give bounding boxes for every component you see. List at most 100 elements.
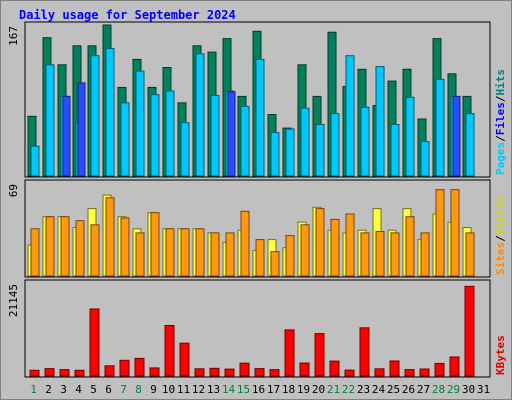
- legend-item-files: Files: [494, 102, 507, 135]
- bar-files-day-13: [210, 95, 220, 177]
- bar-sites-day-15: [240, 210, 250, 277]
- bar-sites-day-25: [390, 232, 400, 277]
- bar-kbytes-day-28: [434, 362, 445, 377]
- bar-sites-day-7: [120, 217, 130, 277]
- panel-legend: Pages/Files/Hits: [494, 69, 507, 175]
- bar-kbytes-day-19: [299, 362, 310, 377]
- bar-kbytes-day-18: [284, 329, 295, 377]
- bar-kbytes-day-5: [89, 308, 100, 377]
- x-tick-label: 26: [402, 383, 415, 396]
- bar-kbytes-day-3: [59, 369, 70, 377]
- chart-panels: 167 Pages/Files/Hits 69 Sites/Visits 21145KB…: [7, 21, 507, 378]
- bar-kbytes-day-1: [29, 369, 40, 377]
- bar-kbytes-day-13: [209, 367, 220, 377]
- bar-sites-day-19: [300, 224, 310, 277]
- legend-item-kbytes: KBytes: [494, 335, 507, 375]
- x-tick-label: 24: [372, 383, 386, 396]
- bar-sites-day-23: [360, 232, 370, 277]
- x-tick-label: 9: [150, 383, 157, 396]
- bar-sites-day-4: [75, 220, 85, 277]
- bar-kbytes-day-6: [104, 365, 115, 377]
- x-tick-label: 2: [45, 383, 52, 396]
- x-tick-label: 6: [105, 383, 112, 396]
- series-kbytes: [29, 285, 475, 377]
- series-files: [30, 48, 475, 177]
- bar-sites-day-24: [375, 231, 385, 277]
- bar-files-day-10: [165, 90, 175, 177]
- panel-legend: KBytes: [494, 335, 507, 375]
- x-tick-label: 21: [327, 383, 340, 396]
- x-tick-label: 7: [120, 383, 127, 396]
- bar-kbytes-day-2: [44, 368, 55, 377]
- x-tick-label: 17: [267, 383, 280, 396]
- bar-sites-day-3: [60, 216, 70, 277]
- bar-sites-day-9: [150, 212, 160, 277]
- bar-sites-day-14: [225, 232, 235, 277]
- legend-item-visits: Visits: [494, 196, 507, 236]
- bar-kbytes-day-27: [419, 368, 430, 377]
- bar-files-day-8: [135, 70, 145, 177]
- series-pages: [62, 82, 461, 177]
- bar-sites-day-1: [30, 228, 40, 277]
- bar-kbytes-day-14: [224, 368, 235, 377]
- x-tick-label: 4: [75, 383, 82, 396]
- bar-pages-day-29: [452, 95, 461, 177]
- bar-kbytes-day-17: [269, 369, 280, 377]
- series-sites: [30, 189, 475, 277]
- bar-sites-day-6: [105, 197, 115, 277]
- bar-kbytes-day-11: [179, 342, 190, 377]
- bar-kbytes-day-8: [134, 357, 145, 377]
- panel-hits-files-pages: 167 Pages/Files/Hits: [7, 21, 507, 178]
- x-tick-label: 31: [477, 383, 490, 396]
- x-tick-label: 20: [312, 383, 325, 396]
- x-tick-label: 16: [252, 383, 265, 396]
- x-tick-label: 30: [462, 383, 475, 396]
- bar-kbytes-day-9: [149, 367, 160, 377]
- bar-kbytes-day-29: [449, 356, 460, 377]
- panel-max-label: 69: [7, 184, 20, 197]
- legend-separator: /: [494, 235, 507, 242]
- bar-kbytes-day-30: [464, 285, 475, 377]
- bar-files-day-18: [285, 128, 295, 177]
- bar-sites-day-27: [420, 232, 430, 277]
- bar-files-day-7: [120, 102, 130, 177]
- bar-pages-day-14: [227, 91, 236, 177]
- x-tick-label: 1: [30, 383, 37, 396]
- bar-sites-day-28: [435, 189, 445, 277]
- x-tick-label: 25: [387, 383, 400, 396]
- bar-files-day-25: [390, 124, 400, 177]
- bar-files-day-2: [45, 64, 55, 177]
- x-tick-label: 23: [357, 383, 370, 396]
- bar-files-day-21: [330, 113, 340, 177]
- legend-item-hits: Hits: [494, 69, 507, 96]
- bar-kbytes-day-4: [74, 369, 85, 377]
- bar-kbytes-day-20: [314, 333, 325, 377]
- x-tick-label: 12: [192, 383, 205, 396]
- x-tick-label: 3: [60, 383, 67, 396]
- bar-sites-day-12: [195, 228, 205, 277]
- bar-sites-day-11: [180, 228, 190, 277]
- panel-legend: Sites/Visits: [494, 196, 507, 276]
- plot-area: [24, 279, 491, 378]
- bar-sites-day-18: [285, 235, 295, 277]
- bar-sites-day-8: [135, 232, 145, 277]
- bar-kbytes-day-25: [389, 360, 400, 377]
- bar-files-day-20: [315, 124, 325, 177]
- bar-files-day-26: [405, 96, 415, 177]
- bar-pages-day-3: [62, 95, 71, 177]
- bar-sites-day-16: [255, 239, 265, 277]
- bar-sites-day-21: [330, 218, 340, 277]
- panel-max-label: 167: [7, 26, 20, 46]
- bar-files-day-5: [90, 55, 100, 177]
- bar-files-day-30: [465, 113, 475, 177]
- chart-title: Daily usage for September 2024: [19, 8, 236, 22]
- x-tick-label: 22: [342, 383, 355, 396]
- bar-sites-day-13: [210, 232, 220, 277]
- bar-files-day-15: [240, 105, 250, 177]
- bar-sites-day-29: [450, 189, 460, 277]
- bar-files-day-27: [420, 141, 430, 177]
- x-tick-label: 19: [297, 383, 310, 396]
- bar-files-day-28: [435, 78, 445, 177]
- panel-visits-sites: 69 Sites/Visits: [7, 179, 507, 278]
- panel-kbytes: 21145 KBytes: [7, 279, 507, 378]
